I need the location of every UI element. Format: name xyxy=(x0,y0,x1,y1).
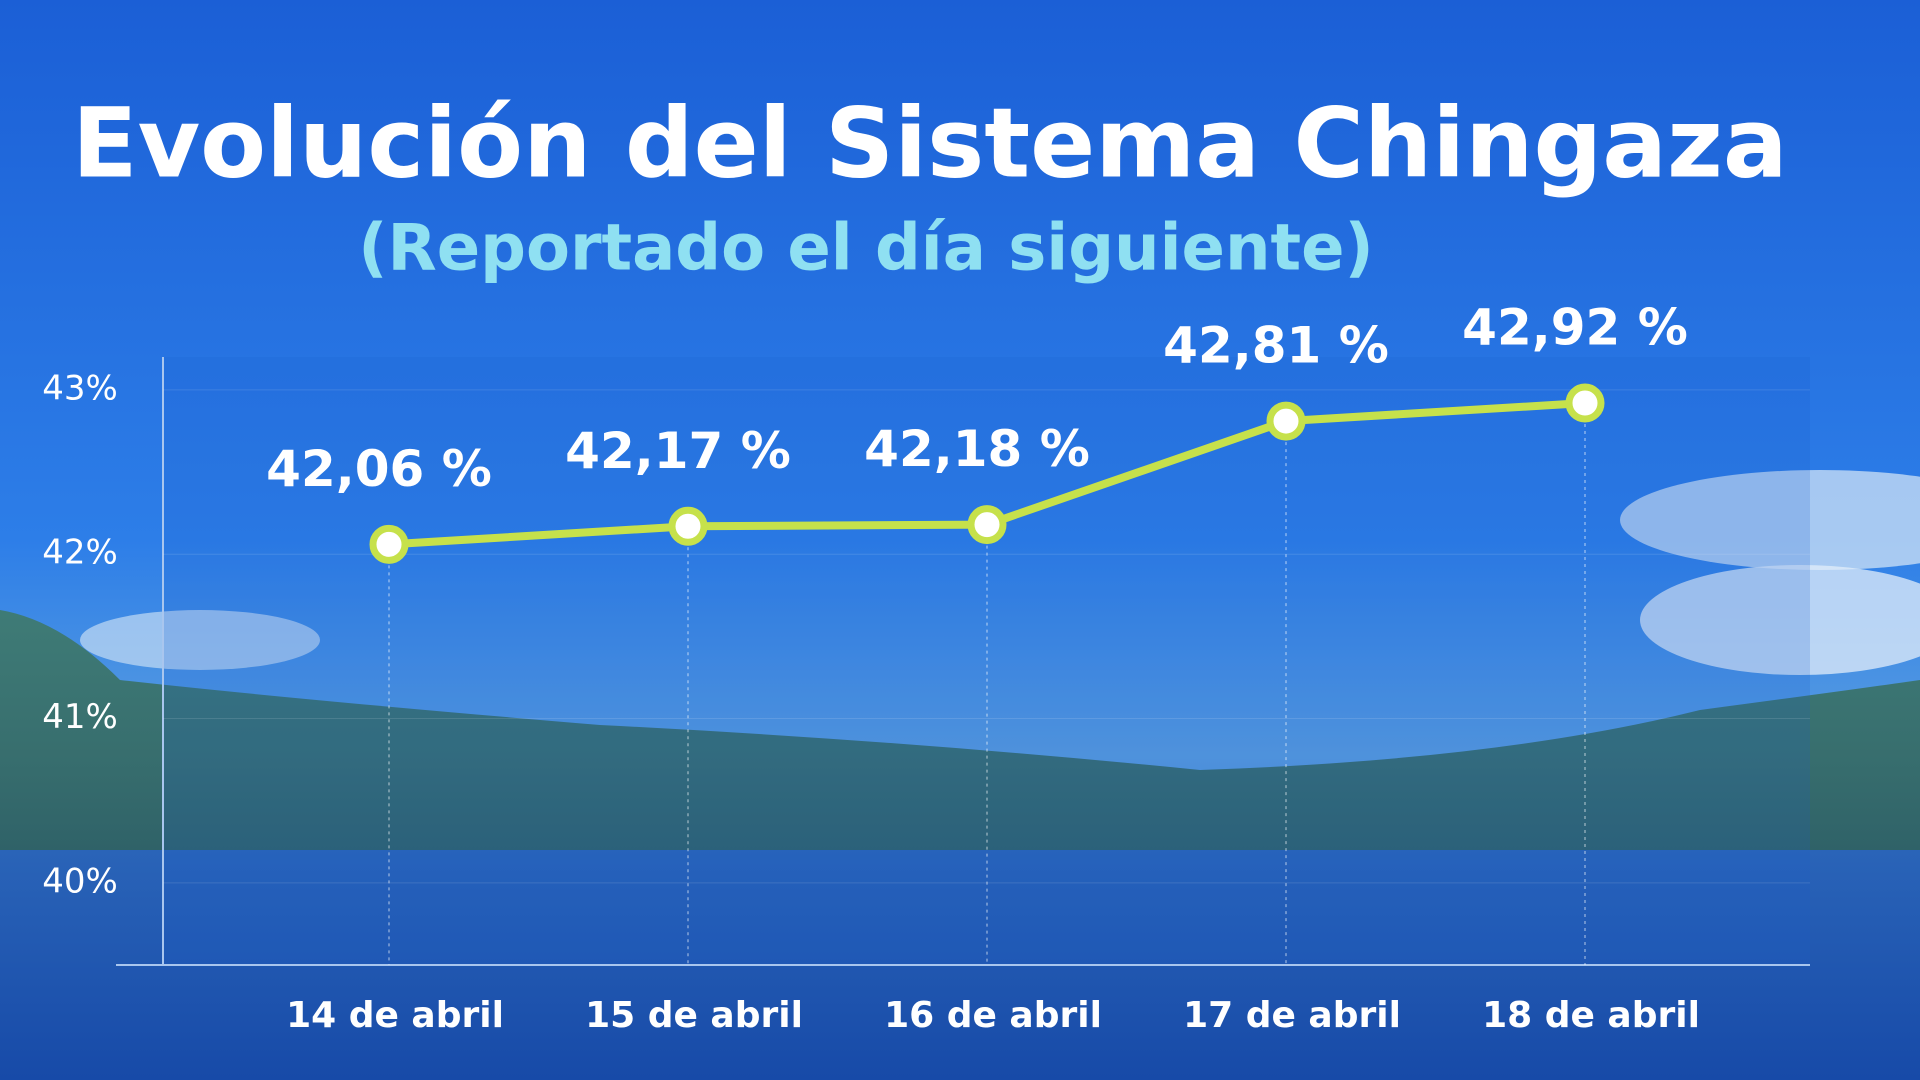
x-tick-label: 14 de abril xyxy=(286,995,504,1036)
cloud xyxy=(1640,565,1920,675)
x-tick-label: 18 de abril xyxy=(1482,995,1700,1036)
data-point xyxy=(1266,401,1306,441)
x-tick-label: 17 de abril xyxy=(1183,995,1401,1036)
data-point xyxy=(967,505,1007,545)
y-tick-label: 41% xyxy=(42,697,118,737)
x-tick-label: 15 de abril xyxy=(585,995,803,1036)
plot-area xyxy=(163,357,1810,965)
data-label: 42,92 % xyxy=(1462,299,1688,357)
data-point xyxy=(668,506,708,546)
x-tick-label: 16 de abril xyxy=(884,995,1102,1036)
data-point xyxy=(1565,383,1605,423)
chart-subtitle: (Reportado el día siguiente) xyxy=(358,212,1374,286)
data-label: 42,81 % xyxy=(1163,317,1389,375)
data-point xyxy=(369,524,409,564)
data-label: 42,06 % xyxy=(266,440,492,498)
chart-title: Evolución del Sistema Chingaza xyxy=(72,87,1788,199)
cloud xyxy=(1620,470,1920,570)
cloud xyxy=(80,610,320,670)
y-tick-label: 43% xyxy=(42,368,118,408)
data-label: 42,18 % xyxy=(864,420,1090,478)
mountains xyxy=(0,610,1920,880)
y-tick-label: 40% xyxy=(42,861,118,901)
data-label: 42,17 % xyxy=(565,422,791,480)
y-tick-label: 42% xyxy=(42,533,118,573)
